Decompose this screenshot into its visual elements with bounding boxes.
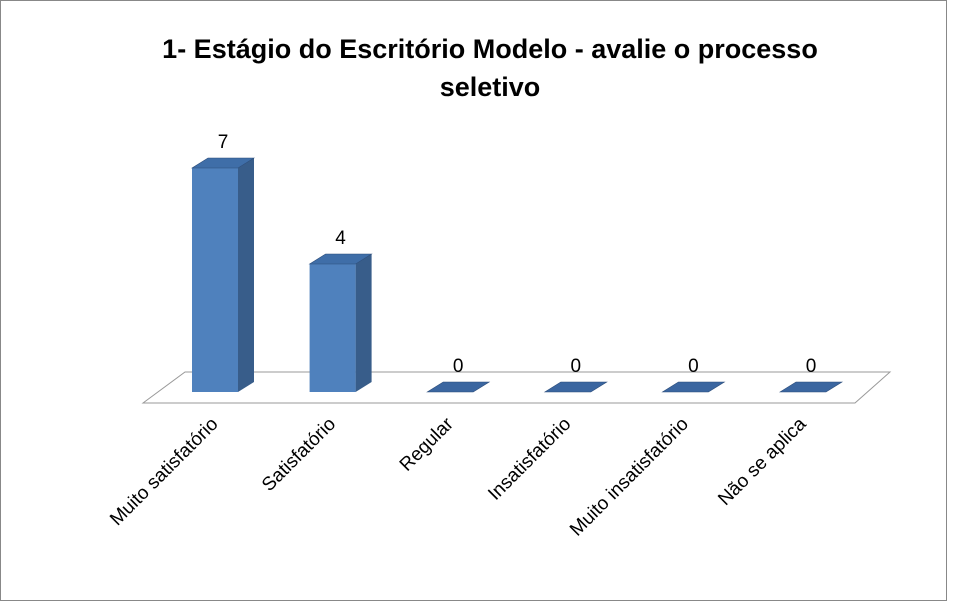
bar xyxy=(308,253,373,392)
bar xyxy=(661,381,726,393)
bar-side xyxy=(238,158,254,392)
floor xyxy=(141,371,892,404)
bar xyxy=(190,157,256,392)
bar-top xyxy=(190,157,256,169)
bar-top xyxy=(426,381,491,393)
data-label: 0 xyxy=(571,356,582,377)
data-label: 0 xyxy=(688,356,699,377)
data-label: 0 xyxy=(453,356,464,377)
chart-title: 1- Estágio do Escritório Modelo - avalie… xyxy=(162,34,818,102)
bar xyxy=(543,381,608,393)
bar-top xyxy=(778,381,844,393)
bar xyxy=(426,381,491,393)
data-label: 0 xyxy=(806,356,817,377)
bar-front xyxy=(192,168,238,392)
data-label: 7 xyxy=(218,132,229,153)
bar xyxy=(778,381,844,393)
data-label: 4 xyxy=(335,228,346,249)
chart-border xyxy=(0,0,947,601)
bar-top xyxy=(308,253,373,265)
bar-top xyxy=(661,381,726,393)
bar-side xyxy=(355,254,372,392)
bar-front xyxy=(309,264,356,392)
bar-top xyxy=(543,381,608,393)
